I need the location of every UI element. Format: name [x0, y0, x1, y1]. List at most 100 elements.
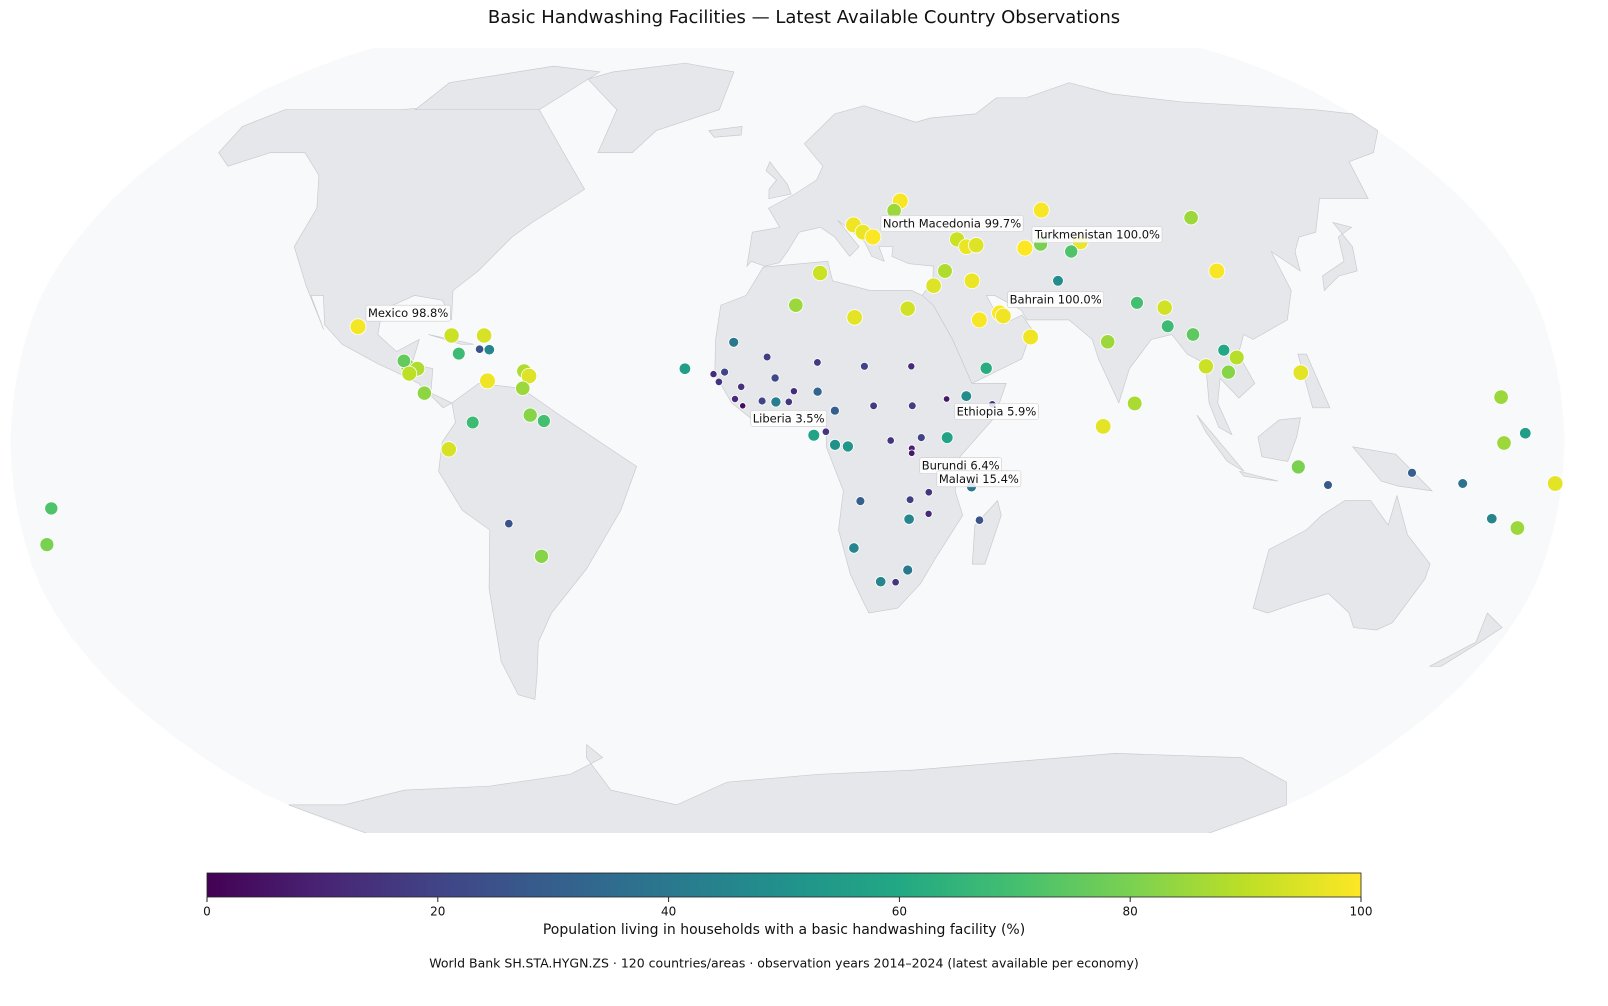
- data-point: [979, 361, 993, 375]
- data-point: [846, 309, 863, 326]
- annotation-label: Bahrain 100.0%: [1010, 293, 1102, 307]
- data-point: [855, 496, 866, 507]
- data-point: [1407, 467, 1417, 478]
- data-point: [737, 382, 746, 391]
- data-point: [1228, 349, 1245, 366]
- data-point: [821, 427, 831, 436]
- data-point: [974, 515, 985, 525]
- data-point: [1493, 389, 1509, 405]
- annotation-box: [365, 304, 451, 322]
- annotation-label: Turkmenistan 100.0%: [1034, 228, 1160, 242]
- data-point: [1064, 244, 1079, 259]
- colorbar-axis: 0 20 40 60 80 100: [203, 897, 1372, 919]
- data-point: [416, 385, 432, 401]
- data-point: [1323, 480, 1333, 490]
- data-point: [678, 362, 692, 375]
- annotation-label: Mexico 98.8%: [368, 306, 448, 320]
- data-point: [709, 370, 718, 379]
- data-point: [841, 440, 854, 453]
- data-point: [534, 548, 550, 564]
- data-point: [474, 344, 485, 354]
- data-point: [916, 433, 926, 443]
- data-point: [451, 346, 466, 361]
- footnote: World Bank SH.STA.HYGN.ZS · 120 countrie…: [429, 956, 1139, 971]
- data-point: [960, 390, 973, 402]
- data-point: [1032, 201, 1050, 219]
- data-point: [1126, 395, 1143, 412]
- data-point: [1198, 358, 1215, 375]
- data-point: [1496, 435, 1512, 451]
- map: [10, 48, 1565, 833]
- data-point: [807, 428, 821, 442]
- data-point: [483, 344, 495, 356]
- points: [39, 192, 1564, 588]
- data-point: [971, 311, 988, 329]
- colorbar-tick-label: 60: [892, 905, 907, 919]
- data-point: [813, 358, 822, 367]
- annotation: Ethiopia 5.9%: [954, 403, 1039, 420]
- colorbar-tick-label: 20: [430, 905, 445, 919]
- land: [587, 62, 735, 153]
- annotations: Mexico 98.8% Liberia 3.5% Burundi 6.4% Ethi…: [365, 215, 1163, 488]
- data-point: [465, 415, 480, 430]
- land: [1238, 470, 1279, 482]
- annotation-box: [1031, 226, 1163, 243]
- data-point: [907, 449, 916, 457]
- data-point: [1016, 239, 1034, 257]
- data-point: [520, 367, 538, 385]
- data-point: [860, 361, 869, 371]
- data-point: [475, 327, 493, 344]
- data-point: [784, 397, 793, 407]
- land: [765, 161, 792, 200]
- land: [1351, 446, 1433, 492]
- data-point: [1486, 513, 1498, 525]
- data-point: [963, 272, 981, 290]
- data-point: [396, 353, 412, 369]
- data-point: [770, 396, 782, 408]
- data-point: [39, 537, 55, 552]
- annotation-box: [936, 470, 1022, 488]
- data-point: [968, 237, 985, 254]
- annotation: Burundi 6.4%: [919, 457, 1002, 475]
- data-point: [1290, 459, 1306, 475]
- data-point: [1022, 328, 1039, 346]
- colorbar: [206, 872, 1362, 898]
- land: [218, 101, 586, 409]
- chart-title: Basic Handwashing Facilities — Latest Av…: [488, 7, 1120, 28]
- colorbar-tick-label: 100: [1350, 905, 1373, 919]
- annotation-label: North Macedonia 99.7%: [883, 216, 1021, 230]
- annotation: Liberia 3.5%: [750, 410, 827, 427]
- data-point: [731, 394, 740, 403]
- data-point: [515, 380, 531, 396]
- data-point: [1100, 334, 1116, 350]
- data-point: [770, 373, 780, 383]
- data-point: [907, 362, 916, 371]
- data-point: [739, 402, 747, 410]
- data-point: [1509, 520, 1526, 536]
- data-point: [44, 501, 59, 516]
- annotation: Malawi 15.4%: [936, 470, 1022, 488]
- data-point: [440, 441, 457, 458]
- data-point: [1185, 327, 1201, 342]
- data-point: [522, 407, 538, 423]
- data-point: [504, 518, 514, 529]
- data-point: [1156, 299, 1173, 316]
- data-point: [869, 401, 878, 411]
- data-point: [762, 352, 772, 362]
- data-point: [891, 578, 900, 587]
- data-point: [899, 300, 916, 317]
- annotation: North Macedonia 99.7%: [880, 215, 1024, 232]
- data-point: [537, 414, 551, 428]
- data-point: [812, 264, 829, 281]
- land: [1257, 417, 1301, 462]
- land: [1322, 221, 1358, 292]
- data-point: [924, 509, 933, 518]
- data-point: [728, 336, 740, 348]
- data-point: [479, 372, 496, 390]
- data-point: [1546, 475, 1564, 492]
- data-point: [720, 367, 729, 377]
- annotation: Turkmenistan 100.0%: [1031, 226, 1163, 243]
- data-point: [830, 405, 840, 416]
- data-point: [812, 386, 823, 397]
